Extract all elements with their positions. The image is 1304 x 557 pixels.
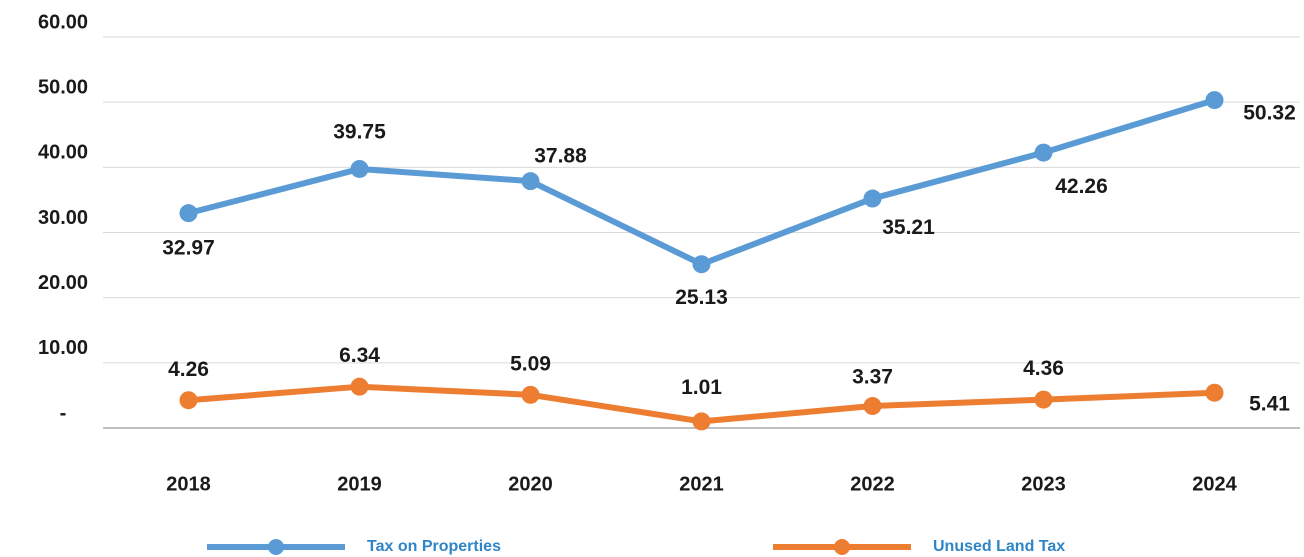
y-tick-label: 30.00 <box>38 207 88 229</box>
point <box>692 412 711 431</box>
point <box>863 189 882 208</box>
point <box>179 391 198 410</box>
y-tick-label: 40.00 <box>38 142 88 164</box>
data-label: 1.01 <box>681 376 722 399</box>
x-tick-label: 2021 <box>679 473 724 495</box>
x-tick-label: 2022 <box>850 473 895 495</box>
point <box>1034 143 1053 162</box>
data-label: 5.41 <box>1249 392 1290 415</box>
legend-marker <box>834 539 850 555</box>
data-label: 50.32 <box>1243 102 1296 125</box>
y-tick-label: 10.00 <box>38 337 88 359</box>
data-label: 42.26 <box>1055 175 1108 198</box>
point <box>179 204 198 223</box>
point <box>1034 390 1053 409</box>
data-label: 6.34 <box>339 344 380 367</box>
data-label: 3.37 <box>852 366 893 389</box>
y-tick-label: 50.00 <box>38 76 88 98</box>
point <box>1205 91 1224 110</box>
point <box>863 397 882 416</box>
data-label: 4.26 <box>168 358 209 381</box>
y-tick-label: 60.00 <box>38 11 88 33</box>
data-label: 5.09 <box>510 352 551 375</box>
legend-marker <box>268 539 284 555</box>
x-tick-label: 2018 <box>166 473 211 495</box>
data-label: 4.36 <box>1023 357 1064 380</box>
point <box>350 377 369 396</box>
data-label: 25.13 <box>675 286 728 309</box>
legend-label: Unused Land Tax <box>933 538 1065 555</box>
point <box>692 255 711 274</box>
data-label: 39.75 <box>333 121 386 144</box>
data-label: 32.97 <box>162 237 215 260</box>
x-tick-label: 2019 <box>337 473 382 495</box>
x-tick-label: 2023 <box>1021 473 1066 495</box>
point <box>1205 383 1224 402</box>
data-label: 35.21 <box>882 216 935 239</box>
y-tick-label: - <box>60 402 67 424</box>
legend-label: Tax on Properties <box>367 538 501 555</box>
point <box>521 385 540 404</box>
y-tick-label: 20.00 <box>38 272 88 294</box>
point <box>350 159 369 178</box>
data-label: 37.88 <box>534 145 587 168</box>
x-tick-label: 2024 <box>1192 473 1237 495</box>
point <box>521 172 540 191</box>
x-tick-label: 2020 <box>508 473 553 495</box>
